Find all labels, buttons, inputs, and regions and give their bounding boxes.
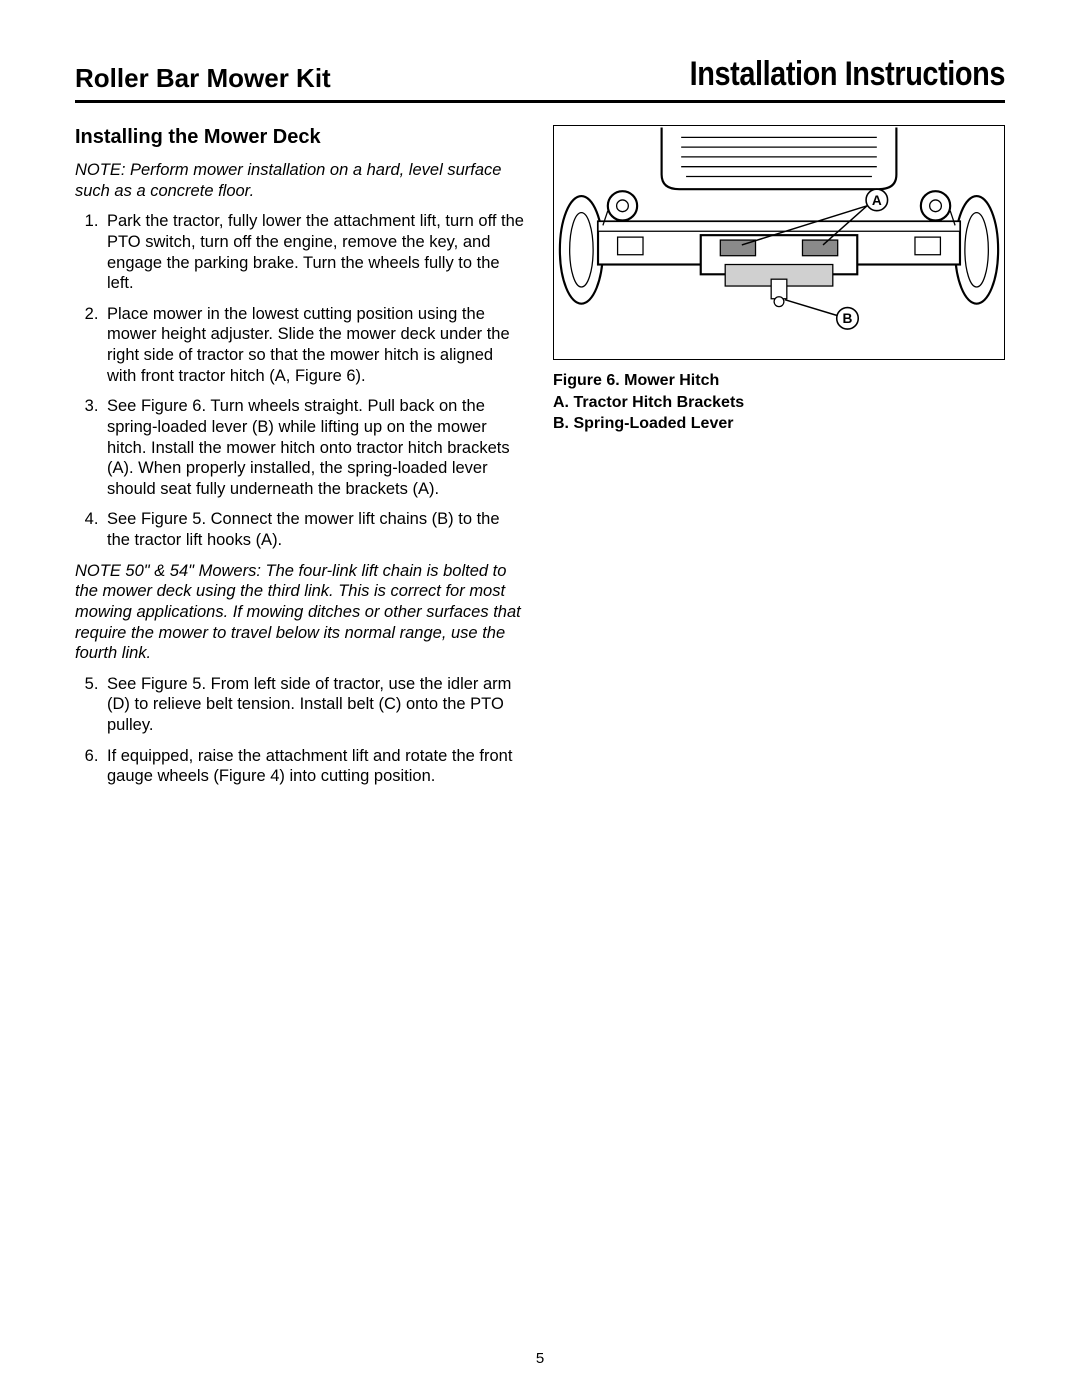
instruction-step: Park the tractor, fully lower the attach… (103, 211, 527, 294)
note-1: NOTE: Perform mower installation on a ha… (75, 160, 527, 201)
callout-b: B (785, 300, 858, 329)
svg-text:A: A (872, 193, 882, 208)
page-number: 5 (0, 1350, 1080, 1367)
figure-6-svg: A B (554, 126, 1004, 359)
header-left-title: Roller Bar Mower Kit (75, 63, 331, 94)
page-header: Roller Bar Mower Kit Installation Instru… (75, 55, 1005, 103)
figure-6-box: A B (553, 125, 1005, 360)
instruction-list-a: Park the tractor, fully lower the attach… (75, 211, 527, 550)
header-right-title: Installation Instructions (690, 55, 1005, 94)
instruction-step: See Figure 5. From left side of tractor,… (103, 674, 527, 736)
instruction-step: If equipped, raise the attachment lift a… (103, 746, 527, 787)
section-title: Installing the Mower Deck (75, 125, 527, 150)
instruction-step: See Figure 6. Turn wheels straight. Pull… (103, 396, 527, 499)
right-column: A B Figure 6. Mower Hitch A. Tractor Hit… (553, 125, 1005, 797)
instruction-step: Place mower in the lowest cutting positi… (103, 304, 527, 387)
instruction-step: See Figure 5. Connect the mower lift cha… (103, 509, 527, 550)
figure-caption-b: B. Spring-Loaded Lever (553, 413, 1005, 435)
note-2: NOTE 50" & 54" Mowers: The four-link lif… (75, 561, 527, 664)
figure-caption: Figure 6. Mower Hitch A. Tractor Hitch B… (553, 370, 1005, 435)
left-column: Installing the Mower Deck NOTE: Perform … (75, 125, 527, 797)
figure-caption-a: A. Tractor Hitch Brackets (553, 392, 1005, 414)
figure-caption-title: Figure 6. Mower Hitch (553, 370, 1005, 392)
instruction-list-b: See Figure 5. From left side of tractor,… (75, 674, 527, 787)
content-columns: Installing the Mower Deck NOTE: Perform … (75, 125, 1005, 797)
svg-text:B: B (843, 311, 853, 326)
